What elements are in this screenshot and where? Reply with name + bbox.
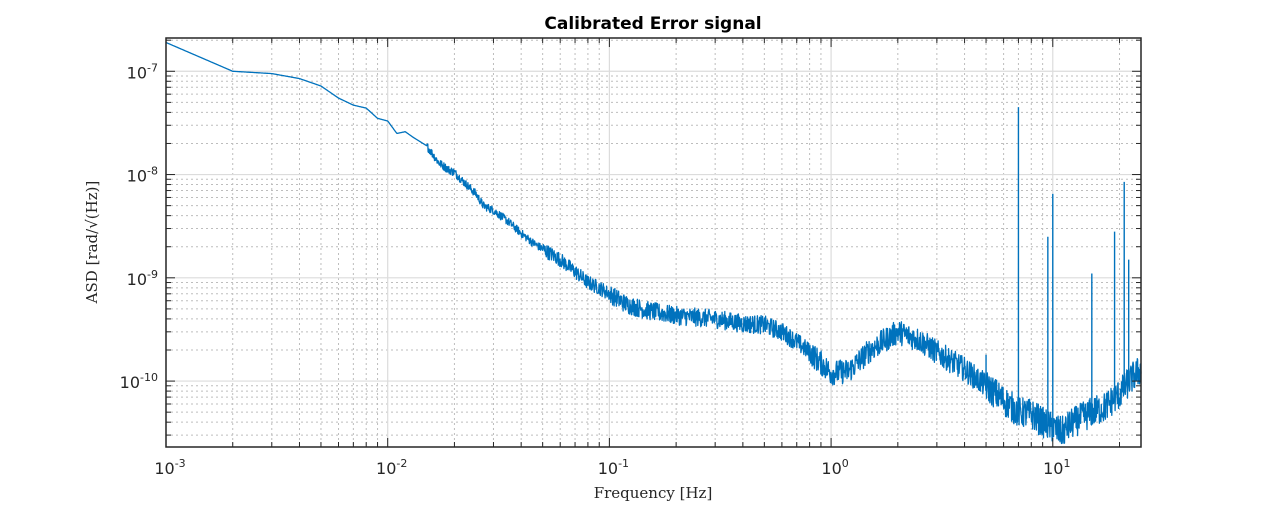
x-tick-label: 10-1 — [598, 457, 629, 478]
series-layer — [165, 41, 1142, 445]
y-tick-label: 10-9 — [127, 268, 158, 289]
x-axis-label: Frequency [Hz] — [594, 484, 713, 502]
y-axis-label: ASD [rad/√(Hz)] — [83, 181, 101, 305]
chart-title: Calibrated Error signal — [544, 14, 761, 34]
y-tick-label: 10-10 — [120, 371, 158, 392]
axis-ticks — [165, 38, 1141, 447]
y-tick-label: 10-8 — [127, 165, 158, 186]
x-tick-label: 10-3 — [154, 457, 185, 478]
plot-frame — [165, 37, 1142, 448]
minor-grid — [166, 38, 1141, 447]
tick-labels: 10-3 10-2 10-1 100 101 10-10 10-9 10-8 10-7 — [120, 61, 1071, 478]
x-tick-label: 10-2 — [376, 457, 407, 478]
y-tick-label: 10-7 — [127, 61, 158, 82]
asd-line — [165, 41, 1142, 445]
x-tick-label: 101 — [1043, 457, 1070, 478]
x-tick-label: 100 — [821, 457, 848, 478]
